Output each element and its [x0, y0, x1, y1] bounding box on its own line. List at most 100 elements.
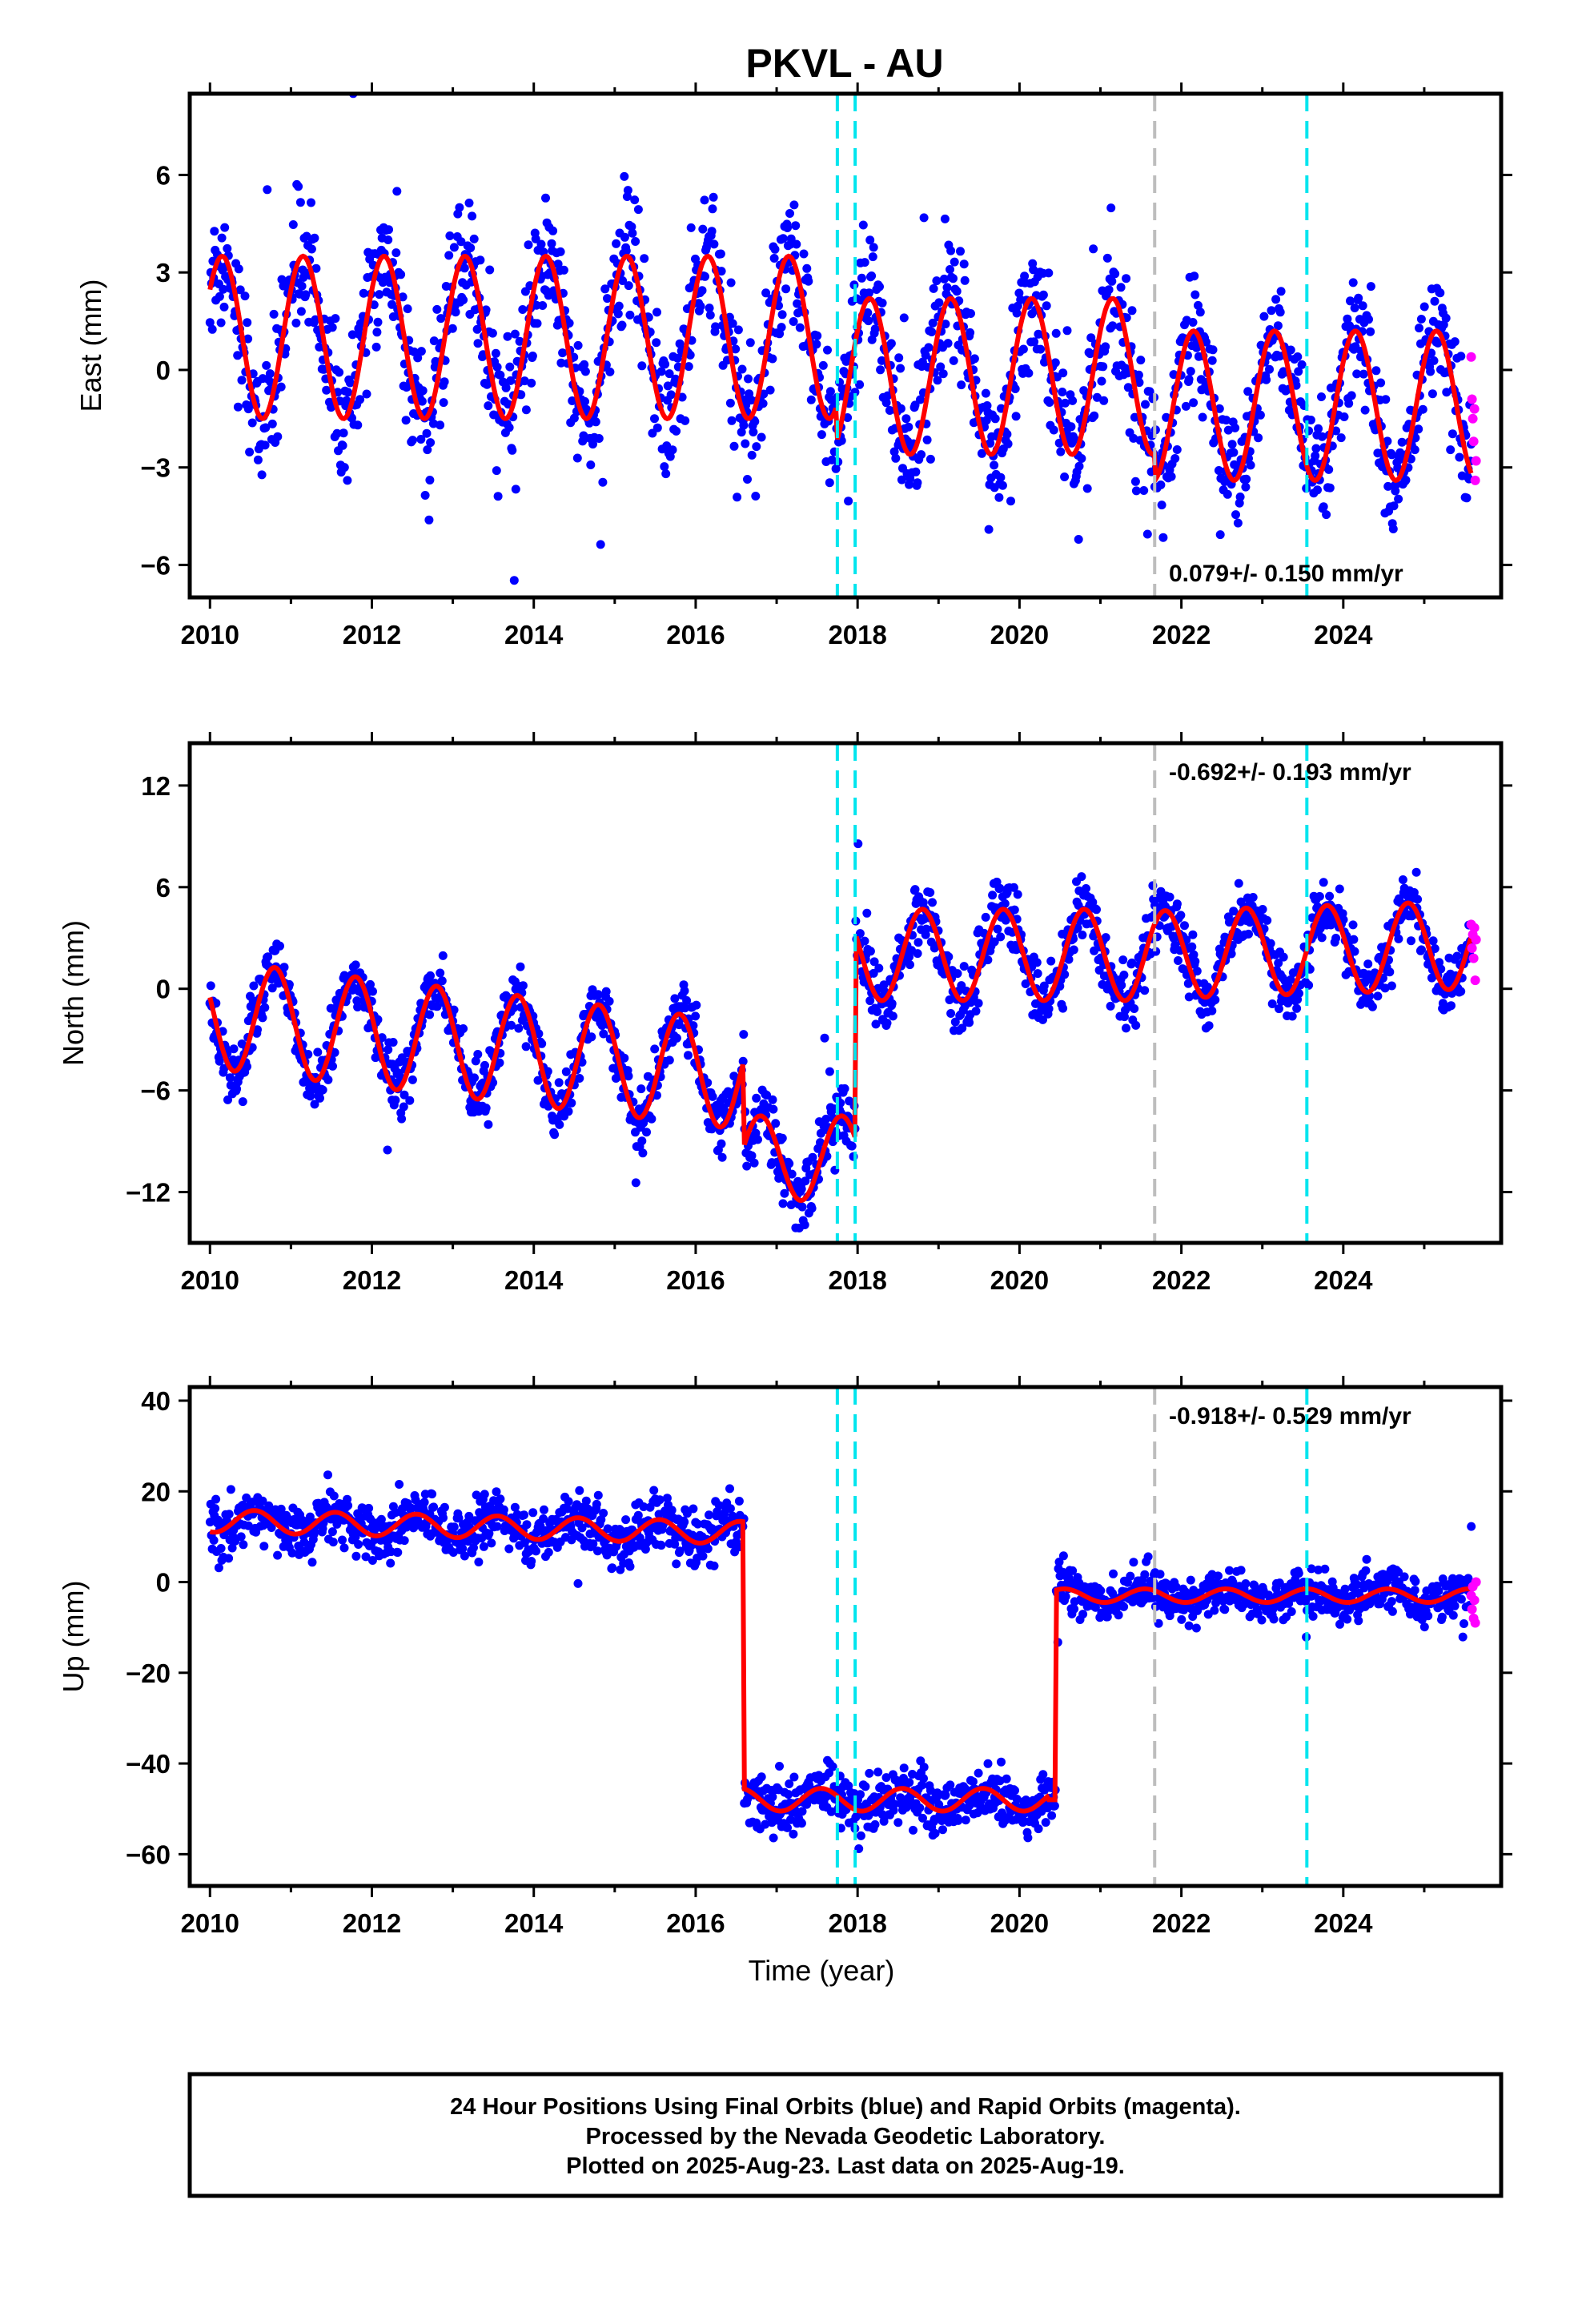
data-point	[818, 360, 828, 370]
data-point	[511, 485, 520, 494]
data-point	[448, 1548, 458, 1557]
data-point	[1056, 447, 1066, 456]
data-point	[521, 405, 531, 415]
data-point	[1129, 433, 1138, 443]
data-point	[211, 1494, 221, 1504]
data-point	[1266, 939, 1275, 948]
data-point	[1012, 1795, 1022, 1803]
data-point	[510, 1502, 520, 1512]
data-point	[795, 323, 805, 332]
data-point	[952, 287, 962, 296]
data-point	[847, 1141, 857, 1151]
data-point	[474, 1558, 484, 1566]
data-point	[850, 388, 860, 397]
rapid-point	[1466, 352, 1476, 362]
data-point	[547, 239, 556, 248]
data-point	[961, 1815, 970, 1825]
data-point	[729, 1072, 739, 1081]
data-point	[729, 441, 739, 451]
data-point	[1214, 1571, 1223, 1581]
data-point	[596, 540, 605, 549]
data-point	[496, 370, 505, 380]
data-point	[1220, 1605, 1230, 1614]
data-point	[559, 265, 568, 275]
data-point	[276, 1504, 286, 1514]
data-point	[263, 185, 272, 195]
data-point	[473, 339, 483, 348]
data-point	[916, 395, 925, 404]
data-point	[826, 1807, 836, 1816]
data-point	[472, 324, 482, 334]
data-point	[1263, 915, 1272, 925]
data-point	[428, 419, 438, 428]
data-point	[332, 428, 342, 438]
data-point	[1044, 268, 1054, 278]
data-point	[723, 1087, 733, 1096]
data-point	[516, 390, 526, 400]
data-point	[456, 237, 466, 247]
data-point	[655, 1495, 665, 1505]
data-point	[1388, 525, 1398, 533]
data-point	[667, 1506, 677, 1515]
data-point	[769, 1104, 778, 1114]
north-panel: 2010 2012 2014 2016 2018 2020 2022 20241260−6−1…	[57, 732, 1512, 1295]
data-point	[509, 576, 519, 585]
data-point	[1267, 999, 1277, 1008]
data-point	[1387, 450, 1396, 460]
data-point	[954, 1815, 963, 1825]
data-point	[1068, 396, 1078, 405]
rapid-point	[1471, 456, 1481, 466]
data-point	[1401, 476, 1411, 485]
data-point	[919, 1763, 929, 1772]
data-point	[1078, 931, 1087, 939]
data-point	[785, 209, 794, 218]
data-point	[1229, 448, 1239, 457]
data-point	[933, 376, 942, 385]
data-point	[599, 1509, 608, 1518]
data-point	[1447, 1001, 1456, 1011]
data-point	[1235, 493, 1245, 501]
data-point	[977, 448, 986, 458]
data-point	[1308, 1611, 1318, 1621]
data-point	[881, 1773, 891, 1783]
data-point	[1097, 376, 1106, 386]
data-point	[1207, 356, 1217, 365]
data-point	[1107, 276, 1117, 286]
y-tick-label: 12	[141, 771, 171, 801]
data-point	[738, 1056, 748, 1066]
data-point	[1122, 274, 1131, 283]
data-point	[1108, 321, 1118, 331]
data-point	[1051, 328, 1061, 338]
data-point	[816, 1128, 825, 1138]
data-point	[739, 420, 749, 430]
data-point	[650, 414, 659, 424]
data-point	[1029, 265, 1038, 275]
data-point	[216, 318, 226, 328]
data-point	[601, 987, 611, 996]
data-point	[899, 1763, 909, 1773]
data-point	[1331, 426, 1341, 436]
data-point	[1447, 429, 1457, 439]
data-point	[761, 1819, 770, 1829]
data-point	[503, 332, 512, 341]
data-point	[313, 1047, 323, 1057]
data-point	[558, 348, 568, 358]
data-point	[428, 1490, 437, 1499]
data-point	[775, 1762, 784, 1771]
data-point	[1188, 318, 1198, 327]
data-point	[219, 1063, 229, 1073]
data-point	[310, 1100, 319, 1109]
data-point	[1157, 501, 1166, 510]
data-point	[865, 996, 875, 1006]
data-point	[1119, 1602, 1129, 1611]
data-point	[865, 1768, 874, 1778]
data-point	[709, 239, 719, 249]
data-point	[919, 1774, 928, 1783]
data-point	[974, 1768, 983, 1778]
data-point	[492, 1522, 502, 1531]
data-point	[1376, 378, 1386, 388]
data-point	[1233, 518, 1243, 528]
data-point	[917, 1780, 926, 1790]
data-point	[670, 994, 680, 1003]
data-point	[966, 328, 975, 337]
